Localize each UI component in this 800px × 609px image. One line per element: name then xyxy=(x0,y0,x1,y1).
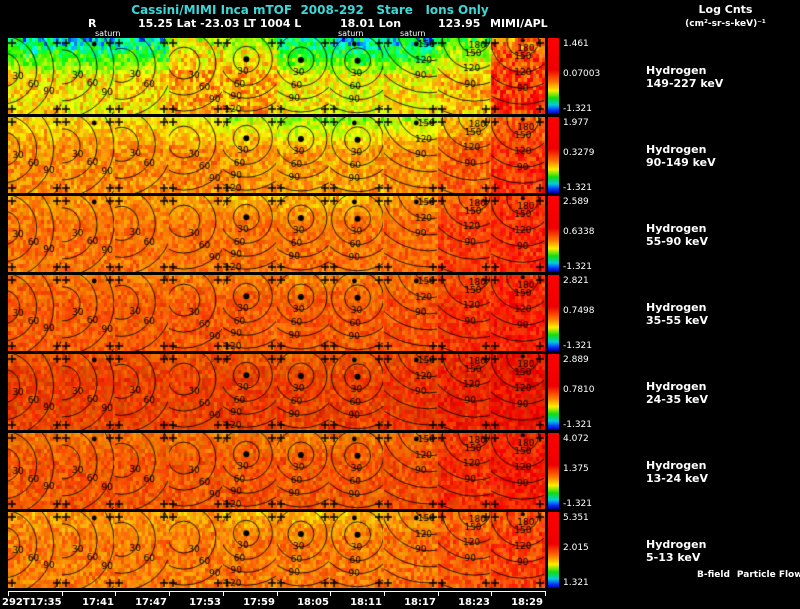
heatmap-canvas-row-2 xyxy=(8,117,545,193)
colorbar-mid-label: 0.7810 xyxy=(563,385,595,395)
time-label: 17:41 xyxy=(82,597,114,608)
time-axis-tick xyxy=(277,591,278,596)
subtitle-part: 15.25 Lat -23.03 LT 1004 L xyxy=(138,17,302,30)
energy-range-label: 13-24 keV xyxy=(646,472,709,485)
time-axis-tick xyxy=(545,591,546,596)
colorbar-min-label: 1.321 xyxy=(563,578,589,588)
species-label: Hydrogen xyxy=(646,64,707,77)
colorbar-min-label: -1.321 xyxy=(563,420,593,430)
heatmap-canvas-row-5 xyxy=(8,354,545,430)
subtitle-part: MIMI/APL xyxy=(490,17,548,30)
time-label: 18:17 xyxy=(404,597,436,608)
energy-range-label: 90-149 keV xyxy=(646,156,716,169)
bfield-label: B-field xyxy=(697,570,730,580)
time-label: 17:47 xyxy=(135,597,167,608)
energy-range-label: 24-35 keV xyxy=(646,393,709,406)
species-label: Hydrogen xyxy=(646,459,707,472)
colorbar-max-label: 2.589 xyxy=(563,197,589,207)
subtitle-part: 18.01 Lon xyxy=(340,17,402,30)
colorbar xyxy=(548,512,559,588)
colorbar-min-label: -1.321 xyxy=(563,499,593,509)
energy-range-label: 5-13 keV xyxy=(646,551,701,564)
time-axis-tick xyxy=(491,591,492,596)
time-label: 18:29 xyxy=(511,597,543,608)
time-axis-tick xyxy=(438,591,439,596)
ephemeris-readout: R 15.25 Lat -23.03 LT 1004 L 18.01 Lon 123.… xyxy=(0,17,640,30)
colorbar-mid-label: 1.375 xyxy=(563,464,589,474)
colorbar-max-label: 1.977 xyxy=(563,118,589,128)
heatmap-canvas-row-7 xyxy=(8,512,545,588)
time-label: 18:11 xyxy=(350,597,382,608)
time-label: 17:59 xyxy=(243,597,275,608)
time-axis-tick xyxy=(384,591,385,596)
energy-row-2: 1.977 0.3279 -1.321 Hydrogen 90-149 keV xyxy=(0,117,800,193)
time-label: 18:23 xyxy=(458,597,490,608)
colorbar-min-label: -1.321 xyxy=(563,104,593,114)
colorbar-max-label: 2.889 xyxy=(563,355,589,365)
subtitle-part: 123.95 xyxy=(438,17,481,30)
colorbar-legend: Log Cnts (cm²-sr-s-keV)⁻¹ xyxy=(658,3,793,29)
colorbar-legend-units: (cm²-sr-s-keV)⁻¹ xyxy=(685,19,766,29)
energy-row-4: 2.821 0.7498 -1.321 Hydrogen 35-55 keV xyxy=(0,275,800,351)
colorbar-max-label: 5.351 xyxy=(563,513,589,523)
energy-range-label: 35-55 keV xyxy=(646,314,709,327)
time-axis-tick xyxy=(330,591,331,596)
saturn-annotation: saturn xyxy=(95,29,121,38)
colorbar-legend-title: Log Cnts xyxy=(698,3,753,16)
colorbar xyxy=(548,275,559,351)
heatmap-canvas-row-4 xyxy=(8,275,545,351)
energy-range-label: 149-227 keV xyxy=(646,77,724,90)
time-label: 292T17:35 xyxy=(2,597,62,608)
energy-row-1: 1.461 0.07003 -1.321 Hydrogen 149-227 keV xyxy=(0,38,800,114)
species-label: Hydrogen xyxy=(646,301,707,314)
colorbar-mid-label: 0.6338 xyxy=(563,227,595,237)
colorbar xyxy=(548,354,559,430)
colorbar-min-label: -1.321 xyxy=(563,183,593,193)
bfield-flow-legend: B-field Particle Flow xyxy=(697,570,800,580)
time-axis-tick xyxy=(115,591,116,596)
colorbar xyxy=(548,38,559,114)
heatmap-canvas-row-6 xyxy=(8,433,545,509)
particle-flow-label: Particle Flow xyxy=(736,570,800,580)
time-label: 17:53 xyxy=(189,597,221,608)
colorbar xyxy=(548,117,559,193)
species-label: Hydrogen xyxy=(646,538,707,551)
colorbar xyxy=(548,196,559,272)
energy-row-3: 2.589 0.6338 -1.321 Hydrogen 55-90 keV xyxy=(0,196,800,272)
time-axis-tick xyxy=(62,591,63,596)
colorbar-mid-label: 0.07003 xyxy=(563,69,601,79)
energy-range-label: 55-90 keV xyxy=(646,235,709,248)
colorbar-max-label: 1.461 xyxy=(563,39,589,49)
time-axis-tick xyxy=(8,591,9,596)
saturn-annotation: saturn xyxy=(400,29,426,38)
colorbar-max-label: 4.072 xyxy=(563,434,589,444)
time-axis-tick xyxy=(223,591,224,596)
species-label: Hydrogen xyxy=(646,143,707,156)
colorbar xyxy=(548,433,559,509)
time-axis-tick xyxy=(169,591,170,596)
colorbar-min-label: -1.321 xyxy=(563,262,593,272)
heatmap-canvas-row-3 xyxy=(8,196,545,272)
time-label: 18:05 xyxy=(297,597,329,608)
species-label: Hydrogen xyxy=(646,222,707,235)
time-axis-line xyxy=(8,591,545,592)
species-label: Hydrogen xyxy=(646,380,707,393)
saturn-annotation: saturn xyxy=(338,29,364,38)
colorbar-mid-label: 0.3279 xyxy=(563,148,595,158)
energy-row-5: 2.889 0.7810 -1.321 Hydrogen 24-35 keV xyxy=(0,354,800,430)
heatmap-canvas-row-1 xyxy=(8,38,545,114)
colorbar-min-label: -1.321 xyxy=(563,341,593,351)
subtitle-part: R xyxy=(88,17,97,30)
energy-row-6: 4.072 1.375 -1.321 Hydrogen 13-24 keV xyxy=(0,433,800,509)
colorbar-max-label: 2.821 xyxy=(563,276,589,286)
colorbar-mid-label: 2.015 xyxy=(563,543,589,553)
energy-row-7: 5.351 2.015 1.321 Hydrogen 5-13 keV xyxy=(0,512,800,588)
colorbar-mid-label: 0.7498 xyxy=(563,306,595,316)
page-title: Cassini/MIMI Inca mTOF 2008-292 Stare Io… xyxy=(131,3,489,17)
